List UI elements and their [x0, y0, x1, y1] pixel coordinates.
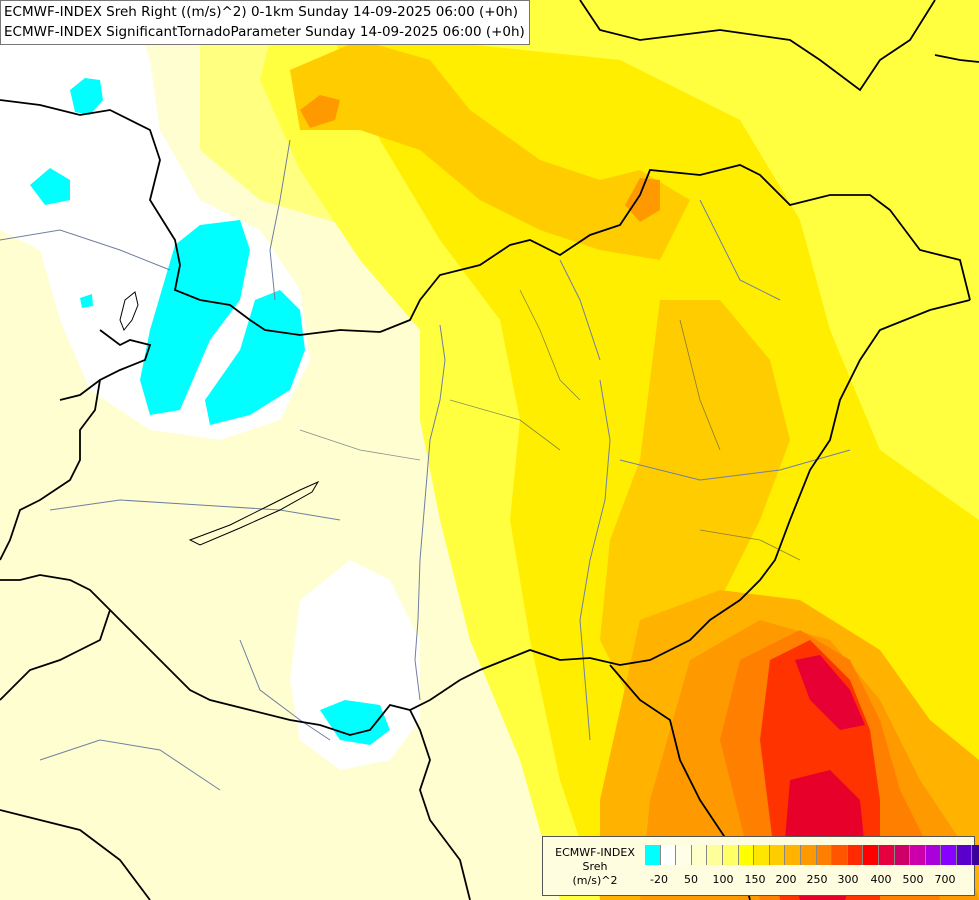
lake-neusiedl	[119, 291, 139, 331]
legend-swatch	[800, 845, 817, 865]
legend-swatch	[956, 845, 973, 865]
legend-swatch	[691, 845, 708, 865]
legend-swatch	[847, 845, 864, 865]
legend-tick-label: 250	[806, 873, 828, 886]
legend-tick-label: -20	[650, 873, 668, 886]
field-orange-spot-1	[300, 95, 340, 128]
field-orange-spot-2	[625, 178, 660, 222]
legend-swatch	[894, 845, 911, 865]
field-cyan-3	[140, 220, 250, 415]
legend-title-line-1: ECMWF-INDEX	[555, 846, 635, 859]
legend-swatch	[676, 845, 692, 865]
field-crimson-1	[795, 655, 865, 730]
legend-tick-label: 500	[902, 873, 924, 886]
color-legend: ECMWF-INDEX Sreh (m/s)^2 -20 50 100 150 200 2…	[542, 836, 979, 896]
field-cyan-5	[320, 700, 390, 745]
legend-tick-label: 700	[934, 873, 956, 886]
legend-swatch	[754, 845, 770, 865]
lake-balaton	[188, 480, 320, 546]
legend-swatch	[769, 845, 786, 865]
legend-swatches	[645, 845, 979, 865]
field-cyan-6	[80, 294, 93, 308]
legend-ticks: -20 50 100 150 200 250 300 400 500 700	[645, 873, 969, 887]
legend-swatch	[785, 845, 801, 865]
legend-swatch	[910, 845, 926, 865]
title-line-2: ECMWF-INDEX SignificantTornadoParameter …	[4, 24, 525, 40]
legend-tick-label: 100	[712, 873, 734, 886]
field-orange-east	[600, 300, 790, 720]
legend-swatch	[972, 845, 979, 865]
title-line-1: ECMWF-INDEX Sreh Right ((m/s)^2) 0-1km S…	[4, 4, 518, 20]
legend-swatch	[878, 845, 895, 865]
legend-swatch	[816, 845, 833, 865]
legend-tick-label: 200	[775, 873, 797, 886]
legend-tick-label: 300	[837, 873, 859, 886]
legend-swatch	[925, 845, 942, 865]
legend-swatch	[832, 845, 848, 865]
legend-tick-label: 150	[744, 873, 766, 886]
legend-swatch	[722, 845, 739, 865]
legend-title-line-2: Sreh	[582, 860, 608, 873]
field-orange-north	[290, 40, 690, 260]
legend-tick-label: 400	[870, 873, 892, 886]
field-cyan-1	[70, 78, 103, 115]
legend-swatch	[645, 845, 661, 865]
field-white-south	[290, 560, 420, 770]
legend-tick-label: 50	[684, 873, 698, 886]
legend-title-line-3: (m/s)^2	[572, 874, 618, 887]
legend-title: ECMWF-INDEX Sreh (m/s)^2	[547, 846, 643, 888]
legend-swatch	[941, 845, 957, 865]
field-cyan-2	[30, 168, 70, 205]
legend-swatch	[863, 845, 879, 865]
region-borders	[299, 289, 801, 561]
field-cyan-4	[205, 290, 305, 425]
title-box: ECMWF-INDEX Sreh Right ((m/s)^2) 0-1km S…	[0, 0, 530, 45]
rivers	[0, 139, 851, 791]
legend-swatch	[660, 845, 677, 865]
legend-swatch	[738, 845, 755, 865]
legend-swatch	[707, 845, 723, 865]
